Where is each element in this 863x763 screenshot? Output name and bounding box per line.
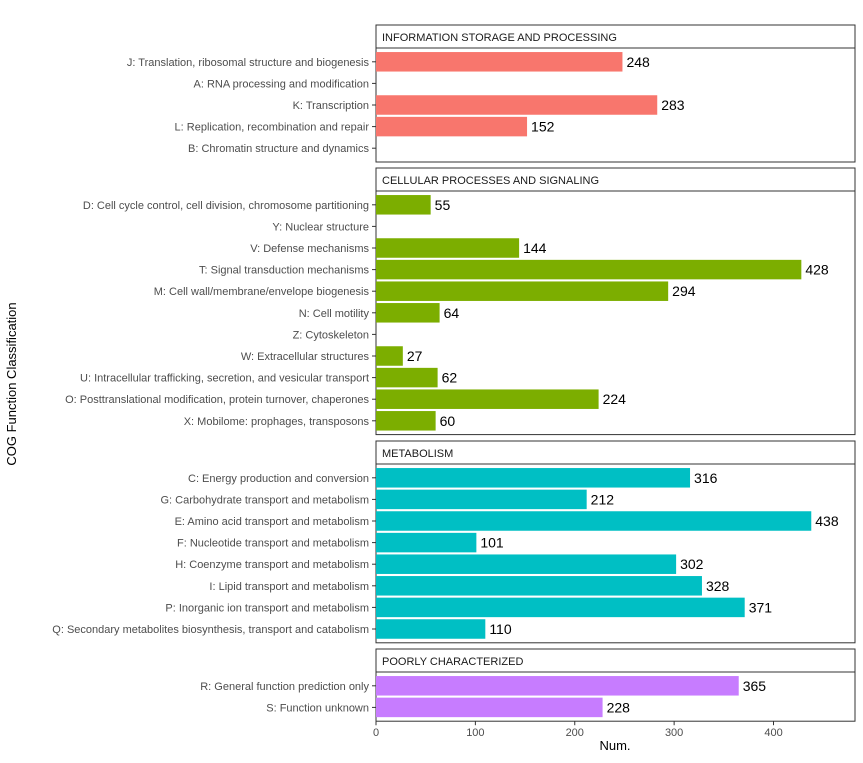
x-tick-label: 400 (764, 727, 782, 739)
category-label: L: Replication, recombination and repair (175, 122, 370, 134)
category-label: B: Chromatin structure and dynamics (188, 143, 369, 155)
category-label: H: Coenzyme transport and metabolism (175, 559, 369, 571)
bar (376, 195, 431, 215)
bar (376, 597, 745, 618)
bar (376, 468, 691, 488)
bar (376, 676, 739, 696)
category-label: X: Mobilome: prophages, transposons (184, 416, 370, 428)
bar (376, 489, 587, 510)
category-label: A: RNA processing and modification (194, 78, 369, 90)
bar (376, 52, 623, 72)
panel-title: CELLULAR PROCESSES AND SIGNALING (382, 175, 599, 187)
bar (376, 532, 477, 553)
category-label: S: Function unknown (266, 702, 369, 714)
bar (376, 554, 677, 574)
value-label: 60 (440, 413, 456, 429)
bar (376, 116, 528, 137)
value-label: 365 (743, 678, 767, 694)
bar (376, 281, 669, 301)
category-label: U: Intracellular trafficking, secretion,… (80, 373, 369, 385)
value-label: 27 (407, 348, 423, 364)
value-label: 302 (680, 556, 704, 572)
value-label: 144 (523, 240, 547, 256)
x-tick-label: 0 (373, 727, 379, 739)
category-label: D: Cell cycle control, cell division, ch… (83, 200, 369, 212)
panel-4: POORLY CHARACTERIZED R: General function … (200, 648, 856, 722)
value-label: 316 (694, 470, 718, 486)
value-label: 438 (815, 513, 839, 529)
bar (376, 303, 440, 323)
value-label: 328 (706, 578, 730, 594)
bar (376, 367, 438, 388)
bar (376, 95, 658, 115)
category-label: O: Posttranslational modification, prote… (65, 394, 369, 406)
category-label: W: Extracellular structures (241, 351, 370, 363)
panel-border (375, 671, 856, 722)
panel-title: INFORMATION STORAGE AND PROCESSING (382, 32, 617, 44)
panel-2: CELLULAR PROCESSES AND SIGNALING D: Cell … (65, 167, 856, 436)
panel-title: POORLY CHARACTERIZED (382, 656, 523, 668)
x-axis-title: Num. (599, 738, 630, 753)
bar (376, 576, 702, 596)
bar (376, 259, 802, 280)
category-label: G: Carbohydrate transport and metabolism (161, 494, 370, 506)
category-label: M: Cell wall/membrane/envelope biogenesi… (154, 286, 370, 298)
value-label: 212 (591, 491, 615, 507)
x-tick-label: 200 (566, 727, 584, 739)
value-label: 294 (672, 283, 696, 299)
bar (376, 389, 599, 409)
value-label: 428 (805, 262, 829, 278)
x-tick-label: 100 (466, 727, 484, 739)
x-axis: 0 100 200 300 400 (373, 721, 783, 739)
panel-title: METABOLISM (382, 448, 453, 460)
panel-3: METABOLISM C: Energy production and conve… (52, 440, 856, 644)
bar (376, 411, 436, 431)
category-label: Q: Secondary metabolites biosynthesis, t… (52, 624, 369, 636)
category-label: R: General function prediction only (200, 681, 369, 693)
category-label: C: Energy production and conversion (188, 473, 369, 485)
bar (376, 697, 603, 718)
bar (376, 511, 812, 531)
category-label: T: Signal transduction mechanisms (199, 265, 369, 277)
value-label: 55 (435, 197, 451, 213)
value-label: 248 (626, 54, 650, 70)
category-label: P: Inorganic ion transport and metabolis… (165, 602, 369, 614)
category-label: F: Nucleotide transport and metabolism (177, 538, 369, 550)
value-label: 152 (531, 119, 555, 135)
category-label: Y: Nuclear structure (272, 221, 369, 233)
value-label: 64 (444, 305, 460, 321)
x-tick-label: 300 (665, 727, 683, 739)
bar (376, 238, 520, 258)
category-label: J: Translation, ribosomal structure and … (127, 57, 370, 69)
value-label: 228 (607, 699, 631, 715)
category-label: V: Defense mechanisms (250, 243, 369, 255)
value-label: 101 (480, 535, 504, 551)
category-label: K: Transcription (293, 100, 369, 112)
value-label: 110 (489, 621, 512, 637)
category-label: I: Lipid transport and metabolism (209, 581, 369, 593)
value-label: 224 (603, 391, 627, 407)
panel-1: INFORMATION STORAGE AND PROCESSING J: Tra… (127, 24, 856, 163)
value-label: 62 (442, 370, 458, 386)
value-label: 283 (661, 97, 685, 113)
category-label: N: Cell motility (299, 308, 370, 320)
bar (376, 346, 403, 366)
panel-border (375, 463, 856, 644)
value-label: 371 (749, 599, 773, 615)
y-axis-title: COG Function Classification (4, 302, 19, 465)
category-label: E: Amino acid transport and metabolism (175, 516, 369, 528)
category-label: Z: Cytoskeleton (293, 329, 369, 341)
bar (376, 619, 486, 639)
